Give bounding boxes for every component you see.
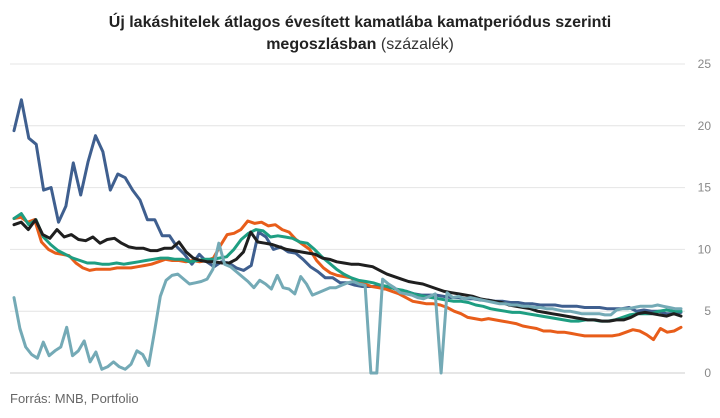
y-tick-label: 25: [698, 57, 712, 71]
chart-title-line2: megoszlásban (százalék): [0, 34, 720, 56]
chart-title: Új lakáshitelek átlagos évesített kamatl…: [0, 12, 720, 56]
y-tick-label: 5: [704, 304, 711, 318]
chart-title-bold: megoszlásban: [266, 36, 377, 53]
y-tick-label: 20: [698, 119, 712, 133]
chart-title-line1: Új lakáshitelek átlagos évesített kamatl…: [108, 14, 612, 31]
y-tick-label: 0: [704, 366, 711, 380]
source-note: Forrás: MNB, Portfolio: [10, 391, 139, 406]
series-line-3: [12, 212, 683, 323]
y-tick-label: 15: [698, 181, 712, 195]
chart-unit: (százalék): [380, 36, 454, 53]
y-tick-label: 10: [698, 242, 712, 256]
series-line-4: [12, 218, 683, 323]
series-line-5: [12, 241, 683, 375]
